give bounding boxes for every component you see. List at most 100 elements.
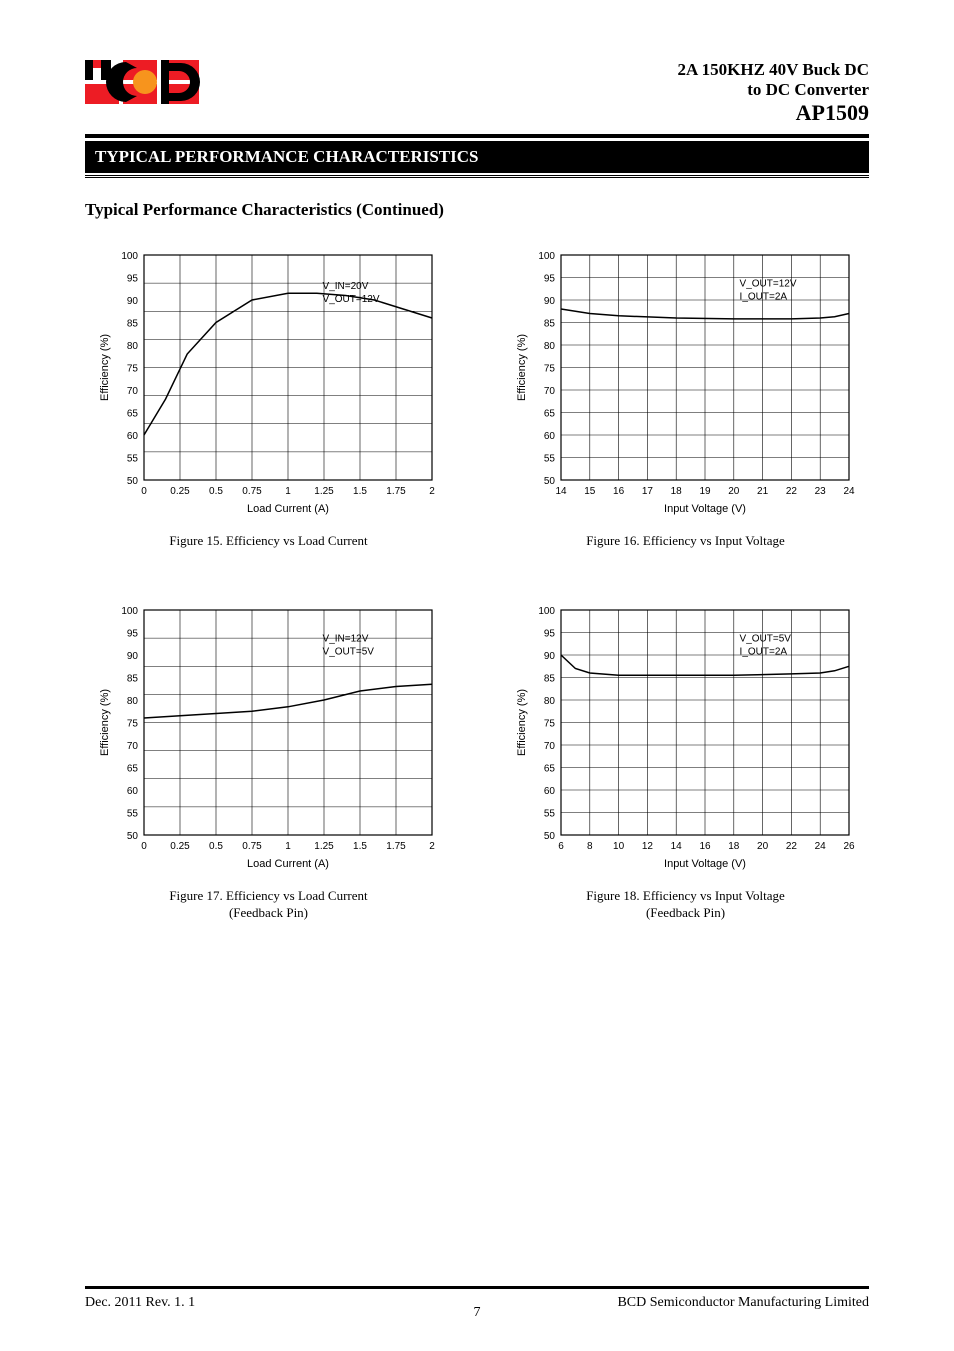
svg-text:0.25: 0.25 [170,486,190,497]
svg-text:55: 55 [543,808,555,819]
svg-text:70: 70 [126,741,138,752]
svg-text:95: 95 [126,274,138,285]
svg-text:100: 100 [121,606,138,617]
svg-text:1.75: 1.75 [386,841,406,852]
header-rule [85,134,869,138]
svg-text:65: 65 [126,409,138,420]
svg-text:95: 95 [543,274,555,285]
svg-text:Efficiency (%): Efficiency (%) [516,689,528,756]
svg-text:70: 70 [543,386,555,397]
svg-text:90: 90 [543,651,555,662]
footer-company: BCD Semiconductor Manufacturing Limited [617,1295,869,1311]
svg-text:0: 0 [141,841,147,852]
svg-text:18: 18 [670,486,682,497]
chart-caption: Figure 15. Efficiency vs Load Current [169,532,367,550]
svg-text:Load Current (A): Load Current (A) [247,858,329,870]
svg-text:0.75: 0.75 [242,841,262,852]
svg-text:85: 85 [126,319,138,330]
svg-text:75: 75 [543,364,555,375]
svg-text:0.75: 0.75 [242,486,262,497]
svg-text:80: 80 [543,696,555,707]
svg-text:60: 60 [543,786,555,797]
svg-text:Efficiency (%): Efficiency (%) [99,334,111,401]
svg-text:100: 100 [121,251,138,262]
svg-text:90: 90 [126,651,138,662]
chart-svg: 00.250.50.7511.251.51.752505560657075808… [94,245,444,520]
svg-text:50: 50 [543,831,555,842]
product-desc-line2: to DC Converter [678,80,869,100]
svg-text:0.5: 0.5 [209,841,223,852]
svg-text:Efficiency (%): Efficiency (%) [99,689,111,756]
svg-text:75: 75 [126,718,138,729]
svg-text:90: 90 [543,296,555,307]
svg-text:Input Voltage (V): Input Voltage (V) [664,858,746,870]
svg-text:24: 24 [843,486,855,497]
chart-svg: 6810121416182022242650556065707580859095… [511,600,861,875]
svg-text:75: 75 [126,364,138,375]
svg-text:Efficiency (%): Efficiency (%) [516,334,528,401]
footer-rule [85,1286,869,1289]
svg-text:60: 60 [126,786,138,797]
svg-text:1.5: 1.5 [353,841,367,852]
svg-text:V_IN=20V: V_IN=20V [322,281,368,292]
svg-text:V_OUT=12V: V_OUT=12V [322,294,379,305]
svg-text:V_OUT=12V: V_OUT=12V [739,279,796,290]
svg-text:8: 8 [587,841,593,852]
svg-text:1.75: 1.75 [386,486,406,497]
brand-logo [85,60,200,110]
svg-text:65: 65 [543,763,555,774]
svg-text:55: 55 [126,454,138,465]
svg-text:1.25: 1.25 [314,486,334,497]
svg-text:90: 90 [126,296,138,307]
chart-caption: Figure 16. Efficiency vs Input Voltage [586,532,785,550]
svg-text:20: 20 [728,486,740,497]
svg-text:6: 6 [558,841,564,852]
svg-text:60: 60 [543,431,555,442]
svg-text:17: 17 [641,486,653,497]
svg-text:70: 70 [126,386,138,397]
chart-block: 6810121416182022242650556065707580859095… [502,600,869,922]
svg-text:80: 80 [126,341,138,352]
charts-grid: 00.250.50.7511.251.51.752505560657075808… [85,245,869,922]
svg-text:80: 80 [126,696,138,707]
svg-text:70: 70 [543,741,555,752]
svg-text:18: 18 [728,841,740,852]
svg-text:85: 85 [126,673,138,684]
banner-title: TYPICAL PERFORMANCE CHARACTERISTICS [85,141,869,173]
svg-text:0.5: 0.5 [209,486,223,497]
svg-text:0.25: 0.25 [170,841,190,852]
svg-text:1: 1 [285,486,291,497]
svg-text:0: 0 [141,486,147,497]
svg-text:22: 22 [785,486,797,497]
svg-text:21: 21 [757,486,769,497]
part-number: AP1509 [678,100,869,126]
svg-text:65: 65 [126,763,138,774]
svg-text:V_IN=12V: V_IN=12V [322,633,368,644]
svg-text:V_OUT=5V: V_OUT=5V [739,633,791,644]
svg-text:100: 100 [538,251,555,262]
svg-text:85: 85 [543,319,555,330]
svg-text:14: 14 [670,841,682,852]
svg-text:50: 50 [126,476,138,487]
chart-block: 0 0.25 0.5 0.75 1 1.25 1.5 1.75 2 50 55 60 65 70 75 80 8… [85,600,452,922]
svg-text:I_OUT=2A: I_OUT=2A [739,646,787,657]
svg-text:65: 65 [543,409,555,420]
footer-date-rev: Dec. 2011 Rev. 1. 1 [85,1295,195,1311]
svg-text:2: 2 [429,841,435,852]
svg-text:2: 2 [429,486,435,497]
svg-text:100: 100 [538,606,555,617]
page-number: 7 [474,1305,481,1321]
svg-text:1.25: 1.25 [314,841,334,852]
svg-text:55: 55 [126,808,138,819]
svg-text:95: 95 [126,628,138,639]
svg-text:10: 10 [613,841,625,852]
svg-text:Load Current (A): Load Current (A) [247,503,329,515]
chart-caption: Figure 17. Efficiency vs Load Current(Fe… [169,887,367,922]
svg-text:I_OUT=2A: I_OUT=2A [739,292,787,303]
svg-text:50: 50 [126,831,138,842]
svg-text:1: 1 [285,841,291,852]
svg-text:19: 19 [699,486,711,497]
chart-block: 1415161718192021222324505560657075808590… [502,245,869,550]
svg-text:14: 14 [555,486,567,497]
svg-text:50: 50 [543,476,555,487]
